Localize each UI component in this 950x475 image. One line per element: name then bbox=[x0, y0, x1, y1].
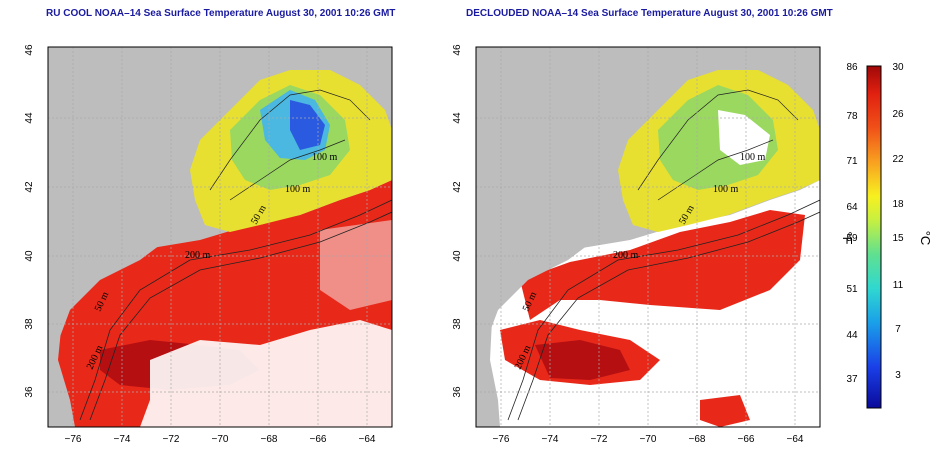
left-lon-tick: −70 bbox=[212, 434, 229, 445]
left-lon-tick: −74 bbox=[114, 434, 131, 445]
left-lon-tick: −66 bbox=[310, 434, 327, 445]
right-contour-label-2: 100 m bbox=[713, 184, 739, 195]
c-tick: 11 bbox=[893, 280, 904, 291]
f-tick: 78 bbox=[846, 111, 858, 122]
f-tick: 71 bbox=[846, 156, 858, 167]
right-lat-tick: 40 bbox=[452, 250, 463, 262]
right-contour-label-4: 200 m bbox=[613, 250, 639, 261]
right-lon-tick: −74 bbox=[542, 434, 559, 445]
right-lon-tick: −70 bbox=[640, 434, 657, 445]
colorbar-gradient bbox=[866, 65, 882, 409]
fahrenheit-ticks: 86 78 71 64 59 51 44 37 bbox=[846, 62, 858, 385]
right-lat-tick: 36 bbox=[452, 386, 463, 398]
left-gridlines bbox=[48, 47, 392, 427]
right-panel-title: DECLOUDED NOAA–14 Sea Surface Temperatur… bbox=[466, 8, 833, 19]
left-map-frame bbox=[47, 46, 393, 428]
right-map-frame bbox=[475, 46, 821, 428]
left-panel-title: RU COOL NOAA–14 Sea Surface Temperature … bbox=[46, 8, 396, 19]
left-lat-tick: 46 bbox=[24, 44, 35, 56]
right-lat-tick: 38 bbox=[452, 318, 463, 330]
right-lon-tick: −66 bbox=[738, 434, 755, 445]
c-tick: 18 bbox=[892, 199, 904, 210]
left-contour-label-1: 100 m bbox=[312, 152, 338, 163]
fahrenheit-unit-label: °F bbox=[840, 231, 855, 244]
f-tick: 86 bbox=[846, 62, 858, 73]
f-tick: 64 bbox=[846, 202, 858, 213]
left-lat-tick: 38 bbox=[24, 318, 35, 330]
right-lon-tick: −64 bbox=[787, 434, 804, 445]
left-lon-tick: −72 bbox=[163, 434, 180, 445]
c-tick: 7 bbox=[895, 324, 901, 335]
left-lat-tick: 44 bbox=[24, 112, 35, 124]
c-tick: 22 bbox=[892, 154, 904, 165]
f-tick: 51 bbox=[846, 284, 858, 295]
right-lon-tick: −72 bbox=[591, 434, 608, 445]
left-longitude-ticks: −76 −74 −72 −70 −68 −66 −64 bbox=[65, 434, 376, 445]
c-tick: 30 bbox=[892, 62, 904, 73]
left-contour-label-4: 200 m bbox=[185, 250, 211, 261]
right-contour-label-1: 100 m bbox=[740, 152, 766, 163]
f-tick: 37 bbox=[846, 374, 858, 385]
right-latitude-ticks: 36 38 40 42 44 46 bbox=[452, 44, 463, 398]
right-lat-tick: 44 bbox=[452, 112, 463, 124]
colorbar: 86 78 71 64 59 51 44 37 30 26 22 18 15 1… bbox=[840, 62, 933, 409]
right-lon-tick: −68 bbox=[689, 434, 706, 445]
c-tick: 15 bbox=[892, 233, 904, 244]
right-longitude-ticks: −76 −74 −72 −70 −68 −66 −64 bbox=[493, 434, 804, 445]
left-lon-tick: −76 bbox=[65, 434, 82, 445]
right-lon-tick: −76 bbox=[493, 434, 510, 445]
right-gridlines bbox=[476, 47, 820, 427]
left-lon-tick: −64 bbox=[359, 434, 376, 445]
f-tick: 44 bbox=[846, 330, 858, 341]
left-contour-label-2: 100 m bbox=[285, 184, 311, 195]
celsius-ticks: 30 26 22 18 15 11 7 3 bbox=[892, 62, 904, 381]
c-tick: 26 bbox=[892, 109, 904, 120]
right-lat-tick: 42 bbox=[452, 181, 463, 193]
left-lon-tick: −68 bbox=[261, 434, 278, 445]
c-tick: 3 bbox=[895, 370, 901, 381]
right-lat-tick: 46 bbox=[452, 44, 463, 56]
f-tick: 59 bbox=[846, 233, 858, 244]
left-latitude-ticks: 36 38 40 42 44 46 bbox=[24, 44, 35, 398]
left-lat-tick: 40 bbox=[24, 250, 35, 262]
left-lat-tick: 42 bbox=[24, 181, 35, 193]
left-lat-tick: 36 bbox=[24, 386, 35, 398]
celsius-unit-label: °C bbox=[918, 231, 933, 246]
